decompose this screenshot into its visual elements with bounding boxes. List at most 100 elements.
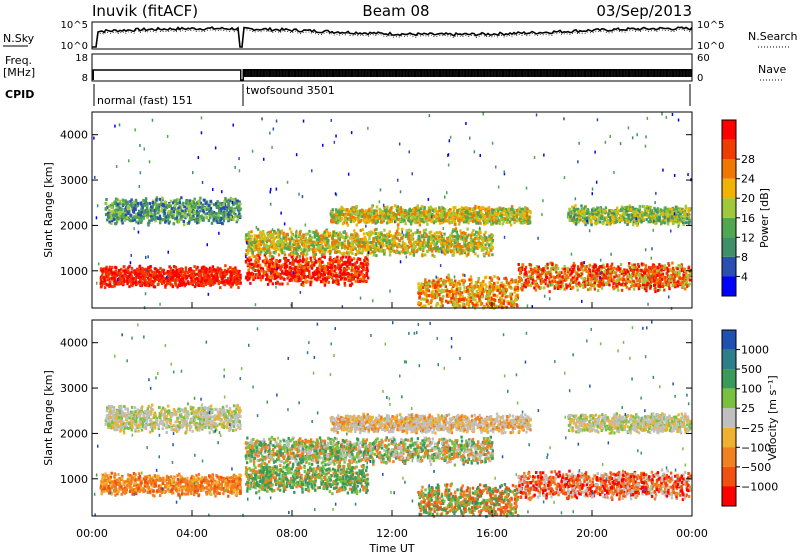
scatter-cell <box>236 277 238 280</box>
scatter-cell <box>107 284 109 287</box>
scatter-cell <box>285 272 287 275</box>
scatter-cell <box>350 251 352 254</box>
scatter-cell <box>130 198 132 201</box>
scatter-cell <box>406 232 408 235</box>
scatter-cell <box>194 206 196 209</box>
scatter-cell <box>252 254 254 257</box>
scatter-cell <box>128 275 130 278</box>
scatter-cell <box>140 203 142 206</box>
scatter-cell <box>276 272 278 275</box>
scatter-cell <box>357 257 359 260</box>
scatter-cell <box>196 282 198 285</box>
scatter-cell <box>308 245 310 248</box>
scatter-cell <box>406 229 408 232</box>
scatter-cell <box>254 241 256 244</box>
noise-right-tick-bottom: 10^0 <box>697 41 724 52</box>
scatter-cell <box>354 262 356 265</box>
scatter-cell <box>110 206 112 209</box>
scatter-cell <box>308 230 310 233</box>
scatter-cell <box>171 215 173 218</box>
scatter-cell <box>300 272 302 275</box>
scatter-cell <box>306 249 308 252</box>
scatter-cell <box>313 256 315 259</box>
scatter-cell <box>293 275 295 278</box>
scatter-cell <box>180 268 182 271</box>
scatter-cell <box>223 203 225 206</box>
scatter-cell <box>331 211 333 214</box>
scatter-cell <box>272 282 274 285</box>
scatter-cell <box>441 235 443 238</box>
scatter-cell <box>314 236 316 239</box>
scatter-cell <box>217 267 219 270</box>
scatter-cell <box>395 251 397 254</box>
scatter-cell <box>295 279 297 282</box>
scatter-cell <box>490 249 492 252</box>
scatter-cell <box>313 273 315 276</box>
scatter-cell <box>476 247 478 250</box>
scatter-cell <box>238 282 240 285</box>
scatter-cell <box>205 202 207 205</box>
scatter-cell <box>486 241 488 244</box>
scatter-cell <box>354 273 356 276</box>
noise-sky-line <box>92 27 692 47</box>
scatter-cell <box>173 210 175 213</box>
scatter-cell <box>328 244 330 247</box>
scatter-cell <box>305 233 307 236</box>
scatter-cell <box>119 200 121 203</box>
scatter-cell <box>130 214 132 217</box>
scatter-cell <box>297 240 299 243</box>
scatter-cell <box>316 267 318 270</box>
scatter-cell <box>164 221 166 224</box>
scatter-cell <box>453 251 455 254</box>
scatter-cell <box>300 276 302 279</box>
scatter-cell <box>438 239 440 242</box>
scatter-cell <box>344 277 346 280</box>
scatter-cell <box>124 209 126 212</box>
scatter-cell <box>351 234 353 237</box>
scatter-cell <box>150 265 152 268</box>
scatter-cell <box>347 276 349 279</box>
scatter-cell <box>473 250 475 253</box>
scatter-cell <box>284 243 286 246</box>
scatter-cell <box>265 257 267 260</box>
scatter-cell <box>306 252 308 255</box>
scatter-cell <box>285 233 287 236</box>
scatter-cell <box>226 208 228 211</box>
scatter-cell <box>363 238 365 241</box>
scatter-cell <box>341 242 343 245</box>
scatter-cell <box>283 237 285 240</box>
scatter-cell <box>205 268 207 271</box>
scatter-cell <box>142 268 144 271</box>
scatter-cell <box>176 217 178 220</box>
scatter-cell <box>511 208 513 211</box>
scatter-cell <box>466 228 468 231</box>
scatter-cell <box>126 280 128 283</box>
scatter-cell <box>309 281 311 284</box>
scatter-cell <box>183 223 185 226</box>
scatter-cell <box>433 242 435 245</box>
scatter-cell <box>425 217 427 220</box>
scatter-cell <box>378 233 380 236</box>
scatter-cell <box>126 282 128 285</box>
scatter-cell <box>370 241 372 244</box>
scatter-cell <box>459 243 461 246</box>
beam-title: Beam 08 <box>362 2 429 20</box>
scatter-cell <box>104 286 106 289</box>
scatter-cell <box>140 213 142 216</box>
scatter-cell <box>351 278 353 281</box>
scatter-cell <box>105 267 107 270</box>
scatter-cell <box>335 278 337 281</box>
scatter-cell <box>340 257 342 260</box>
scatter-cell <box>116 216 118 219</box>
scatter-cell <box>299 232 301 235</box>
scatter-cell <box>428 236 430 239</box>
scatter-cell <box>371 206 373 209</box>
scatter-cell <box>233 209 235 212</box>
scatter-cell <box>440 247 442 250</box>
scatter-cell <box>467 253 469 256</box>
scatter-cell <box>180 196 182 199</box>
scatter-cell <box>159 198 161 201</box>
scatter-cell <box>344 284 346 287</box>
scatter-cell <box>348 256 350 259</box>
scatter-cell <box>426 223 428 226</box>
